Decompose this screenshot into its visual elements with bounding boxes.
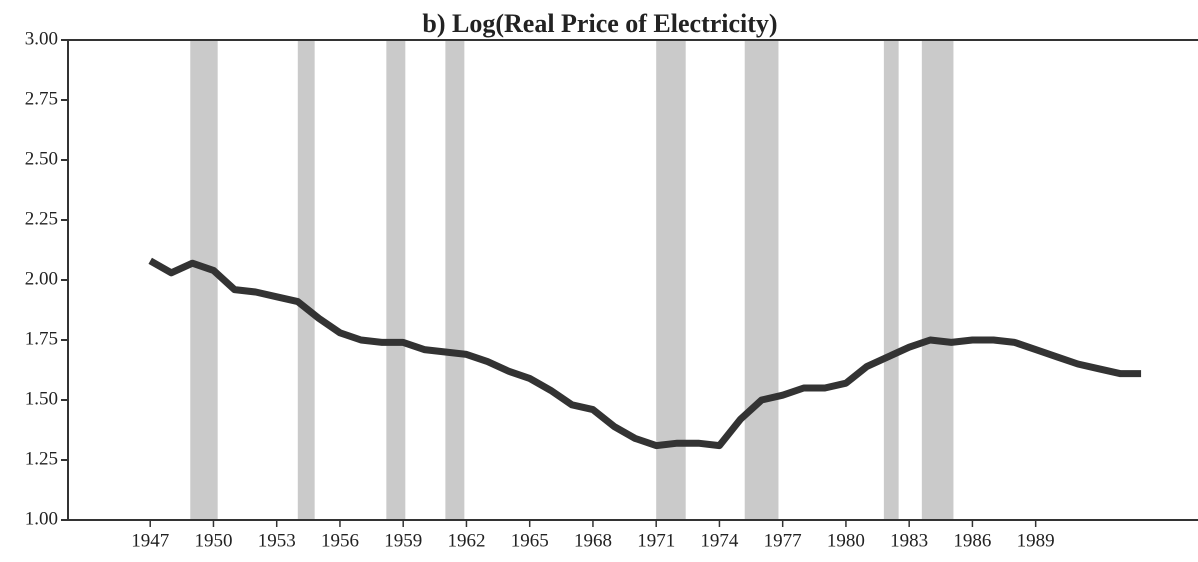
x-tick-label: 1989 <box>1017 530 1055 551</box>
shaded-period <box>386 40 406 520</box>
x-tick-label: 1974 <box>700 530 739 551</box>
x-tick-label: 1953 <box>258 530 296 551</box>
shaded-period <box>190 40 218 520</box>
x-tick-label: 1962 <box>447 530 485 551</box>
y-tick-label: 1.50 <box>25 388 58 409</box>
x-tick-label: 1983 <box>890 530 928 551</box>
y-tick-label: 3.00 <box>25 28 58 49</box>
x-tick-label: 1968 <box>574 530 612 551</box>
shaded-period <box>297 40 315 520</box>
y-tick-label: 2.00 <box>25 268 58 289</box>
shaded-period <box>883 40 899 520</box>
x-tick-label: 1959 <box>384 530 422 551</box>
x-tick-label: 1986 <box>953 530 991 551</box>
y-tick-label: 1.25 <box>25 448 58 469</box>
x-tick-label: 1950 <box>194 530 232 551</box>
x-tick-label: 1965 <box>511 530 549 551</box>
shaded-period <box>921 40 954 520</box>
chart-title: b) Log(Real Price of Electricity) <box>422 9 777 38</box>
data-line <box>148 257 1142 450</box>
x-tick-label: 1956 <box>321 530 359 551</box>
y-tick-label: 2.25 <box>25 208 58 229</box>
x-tick-label: 1947 <box>131 530 169 551</box>
x-tick-label: 1977 <box>764 530 802 551</box>
y-tick-label: 2.75 <box>25 88 58 109</box>
x-tick-label: 1980 <box>827 530 865 551</box>
x-tick-label: 1971 <box>637 530 675 551</box>
shaded-period <box>445 40 465 520</box>
y-tick-label: 1.75 <box>25 328 58 349</box>
y-tick-label: 1.00 <box>25 508 58 529</box>
shaded-period <box>744 40 779 520</box>
y-tick-label: 2.50 <box>25 148 58 169</box>
